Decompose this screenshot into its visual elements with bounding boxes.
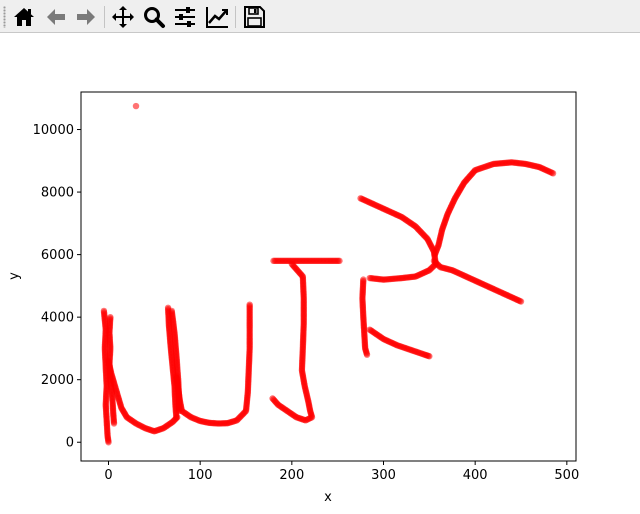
- data-points: [100, 102, 557, 446]
- home-button[interactable]: [11, 4, 37, 30]
- zoom-button[interactable]: [141, 4, 167, 30]
- x-tick-label: 300: [371, 468, 396, 483]
- axes-frame[interactable]: [80, 91, 577, 462]
- back-button[interactable]: [43, 4, 69, 30]
- x-tick-label: 0: [104, 468, 112, 483]
- x-axis-label: x: [324, 490, 332, 505]
- forward-button[interactable]: [73, 4, 99, 30]
- x-tick-label: 500: [554, 468, 579, 483]
- data-point: [110, 420, 118, 427]
- arrow-left-icon: [47, 9, 65, 25]
- floppy-disk-icon: [244, 6, 265, 28]
- y-axis-label: y: [7, 272, 22, 280]
- pan-button[interactable]: [110, 4, 136, 30]
- data-point: [549, 170, 557, 177]
- magnifier-icon: [144, 7, 165, 28]
- x-tick-label: 400: [463, 468, 488, 483]
- toolbar-separator: [235, 6, 236, 28]
- data-point: [132, 102, 140, 110]
- arrow-right-icon: [77, 9, 95, 25]
- data-point: [517, 298, 525, 305]
- navigation-toolbar: [0, 0, 640, 33]
- y-tick-label: 8000: [41, 186, 74, 201]
- move-icon: [112, 6, 134, 28]
- y-tick-label: 2000: [41, 373, 74, 388]
- line-chart-icon: [206, 7, 228, 28]
- data-point: [269, 395, 276, 402]
- data-point: [336, 257, 343, 265]
- x-tick-label: 200: [279, 468, 304, 483]
- edit-axes-button[interactable]: [204, 4, 230, 30]
- data-point: [105, 439, 112, 446]
- data-point: [366, 274, 373, 282]
- y-tick-label: 0: [66, 436, 74, 451]
- sliders-icon: [175, 7, 195, 27]
- data-point: [173, 414, 180, 421]
- home-icon: [14, 8, 34, 26]
- x-tick-label: 100: [188, 468, 213, 483]
- toolbar-separator: [104, 6, 105, 28]
- axis-ticks: 0 100 200 300 400 500 0 2000 4000 6000 8000 10000: [33, 123, 580, 483]
- data-point: [246, 301, 253, 308]
- save-button[interactable]: [241, 4, 267, 30]
- y-tick-label: 4000: [41, 311, 74, 326]
- data-point: [426, 353, 433, 360]
- y-tick-label: 10000: [33, 123, 74, 138]
- toolbar-grip[interactable]: [3, 6, 6, 28]
- y-tick-label: 6000: [41, 248, 74, 263]
- data-point: [363, 351, 371, 358]
- configure-subplots-button[interactable]: [172, 4, 198, 30]
